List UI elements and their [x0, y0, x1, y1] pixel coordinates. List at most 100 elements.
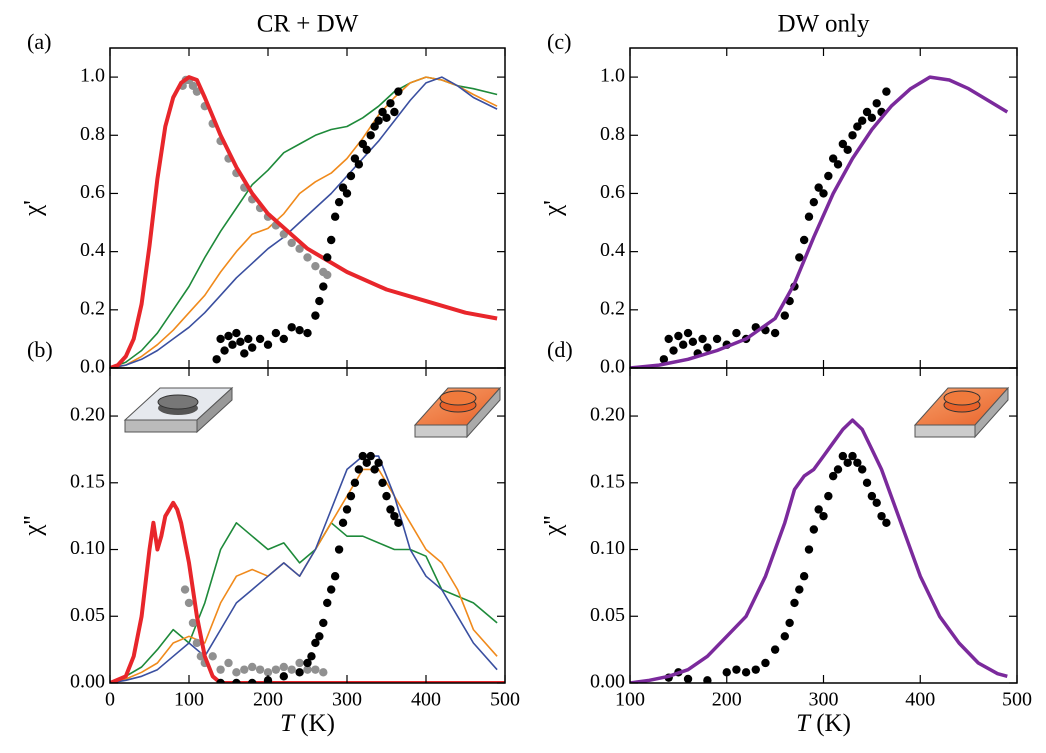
data-point — [279, 334, 288, 344]
data-point — [244, 334, 253, 344]
data-point — [208, 652, 217, 661]
data-point — [303, 253, 312, 262]
y-tick-label: 0.20 — [70, 404, 105, 426]
y-tick-label: 0.10 — [590, 537, 625, 559]
y-tick-label: 0.2 — [80, 297, 105, 319]
data-point — [232, 328, 241, 338]
data-point — [311, 638, 320, 648]
data-point — [679, 340, 688, 349]
data-point — [814, 505, 823, 514]
data-point — [882, 87, 891, 96]
data-point — [323, 253, 332, 262]
data-point — [838, 139, 848, 149]
data-point — [809, 197, 819, 207]
data-point — [224, 331, 233, 341]
data-point — [303, 665, 312, 674]
data-point — [858, 116, 867, 125]
plot-area — [630, 418, 1008, 683]
data-point — [362, 145, 371, 155]
data-point — [804, 545, 814, 554]
data-point — [180, 585, 190, 594]
data-point — [858, 465, 867, 474]
data-point — [732, 665, 741, 674]
data-point — [216, 665, 225, 674]
data-point — [853, 458, 862, 467]
data-point — [698, 334, 707, 344]
data-point — [358, 451, 367, 461]
data-line — [630, 418, 1008, 683]
x-tick-label: 300 — [809, 689, 839, 711]
y-tick-label: 0.8 — [80, 123, 105, 145]
data-point — [824, 491, 833, 501]
x-tick-label: 200 — [253, 689, 283, 711]
data-point — [366, 131, 375, 140]
data-line — [630, 75, 1009, 368]
y-axis-label: χ' — [540, 200, 567, 217]
data-point — [311, 665, 320, 674]
data-point — [761, 658, 770, 668]
data-point — [192, 87, 202, 96]
y-tick-label: 0.4 — [80, 239, 105, 261]
data-point — [394, 518, 403, 528]
plot-area — [110, 451, 505, 683]
data-point — [669, 346, 678, 355]
data-point — [872, 99, 881, 108]
data-point — [659, 355, 669, 364]
data-point — [330, 212, 340, 221]
y-tick-label: 0.4 — [600, 239, 625, 261]
plot-frame — [629, 47, 1018, 369]
data-point — [867, 491, 877, 501]
data-point — [354, 160, 364, 169]
data-line — [110, 455, 498, 683]
data-point — [848, 131, 857, 140]
data-point — [327, 235, 336, 245]
x-tick-label: 0 — [105, 689, 115, 711]
plot-area — [110, 75, 498, 368]
data-point — [382, 491, 391, 501]
y-tick-label: 0.05 — [70, 604, 105, 626]
data-point — [722, 668, 731, 677]
data-point — [838, 451, 848, 461]
data-point — [366, 451, 375, 461]
data-point — [872, 498, 881, 508]
x-tick-label: 400 — [411, 689, 441, 711]
data-point — [664, 334, 673, 344]
data-line — [110, 76, 498, 368]
x-tick-label: 200 — [712, 689, 742, 711]
data-point — [184, 598, 194, 608]
data-point — [192, 638, 202, 648]
data-point — [674, 331, 683, 341]
data-point — [862, 478, 872, 487]
data-point — [751, 665, 760, 674]
data-point — [271, 328, 281, 338]
y-tick-label: 0.20 — [590, 404, 625, 426]
data-point — [311, 311, 320, 320]
y-axis-label: χ'' — [20, 515, 47, 536]
y-tick-label: 0.8 — [600, 123, 625, 145]
data-point — [319, 282, 328, 291]
data-point — [824, 171, 833, 181]
data-point — [780, 632, 789, 641]
data-point — [248, 343, 257, 352]
data-point — [853, 122, 862, 131]
data-point — [819, 511, 828, 521]
x-tick-label: 500 — [490, 689, 520, 711]
data-point — [287, 665, 296, 674]
panel-label: (b) — [27, 337, 53, 362]
data-point — [248, 678, 257, 683]
data-point — [342, 505, 352, 514]
data-point — [867, 113, 877, 123]
data-point — [311, 261, 320, 271]
data-point — [374, 458, 383, 467]
data-point — [843, 145, 852, 155]
data-point — [295, 668, 304, 677]
panel-label: (a) — [27, 29, 51, 54]
x-tick-label: 400 — [905, 689, 935, 711]
data-point — [232, 668, 241, 677]
y-axis-label: χ'' — [540, 515, 567, 536]
data-point — [303, 658, 312, 668]
data-point — [390, 107, 399, 117]
data-point — [833, 160, 843, 169]
x-axis-label: T (K) — [280, 710, 335, 737]
panel-title: DW only — [778, 11, 870, 38]
